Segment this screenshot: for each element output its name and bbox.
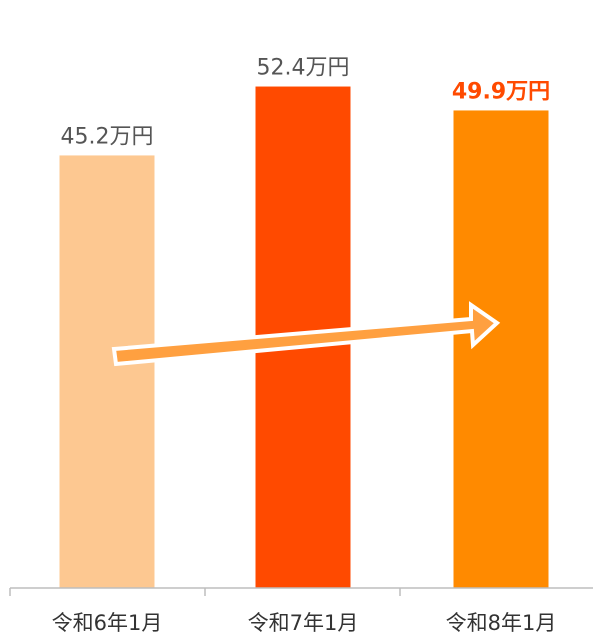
x-tick-label-3: 令和8年1月: [446, 611, 557, 635]
bar-value-label-1: 45.2万円: [61, 124, 154, 149]
trend-arrow-shape: [111, 301, 501, 367]
trend-arrow: [111, 301, 501, 367]
bar-3: [453, 110, 549, 588]
category-labels-group: 令和6年1月 令和7年1月 令和8年1月: [52, 611, 557, 635]
x-tick-label-1: 令和6年1月: [52, 611, 163, 635]
value-labels-group: 45.2万円 52.4万円 49.9万円: [61, 56, 551, 150]
x-tick-label-2: 令和7年1月: [248, 611, 359, 635]
bar-value-label-3: 49.9万円: [452, 79, 550, 104]
bar-1: [59, 155, 155, 588]
bar-value-label-2: 52.4万円: [257, 56, 350, 81]
